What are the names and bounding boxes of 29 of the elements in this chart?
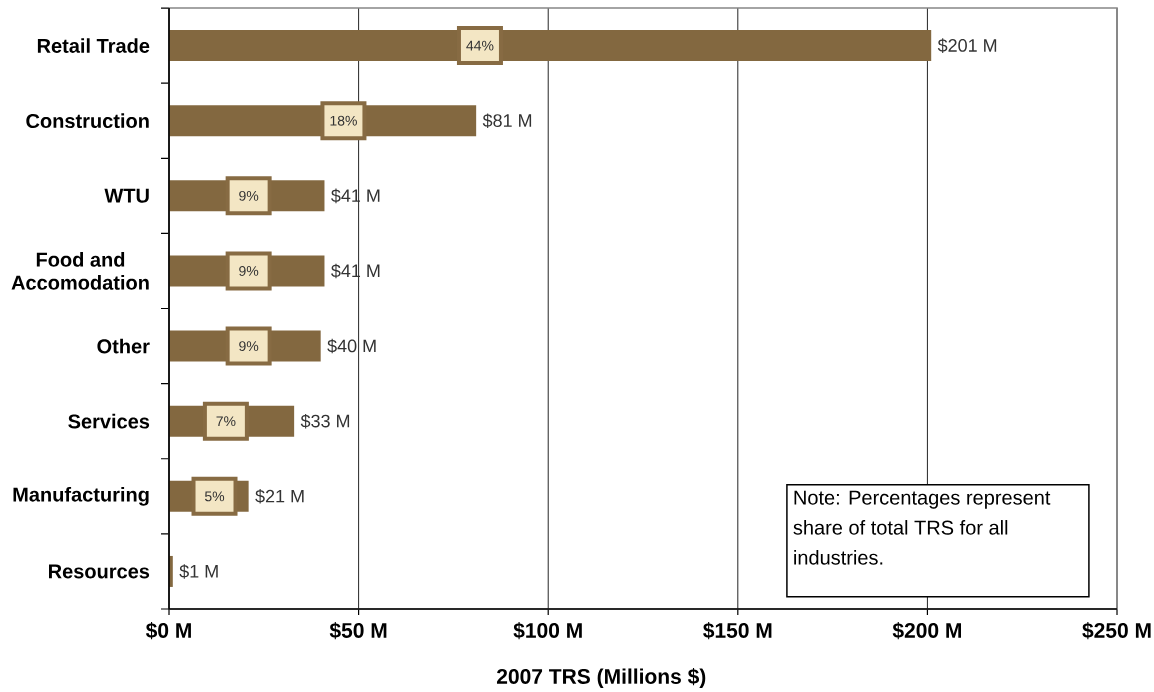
data-label: $40 M — [327, 338, 376, 354]
annotation: 7% — [216, 416, 236, 427]
x-tick-label: $150 M — [703, 622, 772, 640]
x-tick-label: $50 M — [329, 622, 387, 640]
annotation: 9% — [239, 266, 259, 276]
x-tick-label: $0 M — [145, 622, 191, 640]
y-tick-label: Food and Accomodation — [11, 252, 149, 290]
x-tick-label: $100 M — [513, 622, 582, 640]
data-label: $21 M — [255, 489, 304, 504]
annotation: 9% — [239, 341, 259, 352]
y-tick-label: Retail Trade — [37, 38, 150, 53]
data-label: $1 M — [179, 564, 218, 579]
annotation: 9% — [239, 190, 259, 201]
data-label: $201 M — [937, 38, 997, 53]
y-tick-label: Construction — [26, 113, 149, 129]
annotation: 5% — [204, 491, 225, 502]
y-tick-label: Services — [68, 413, 150, 429]
annotation: 44% — [466, 40, 494, 51]
y-tick-label: WTU — [104, 188, 149, 203]
annotation: 18% — [330, 115, 357, 126]
x-axis-title: 2007 TRS (Millions $) — [496, 668, 706, 689]
data-label: $33 M — [300, 413, 350, 429]
y-tick-label: Other — [97, 338, 150, 354]
y-tick-label: Resources — [49, 564, 150, 579]
y-tick-label: Manufacturing — [13, 486, 149, 506]
x-tick-label: $200 M — [892, 622, 961, 640]
data-label: $81 M — [482, 113, 532, 129]
x-tick-label: $250 M — [1082, 622, 1151, 640]
annotation: Note: Percentages represent share of total TRS for all industries. — [793, 490, 1051, 565]
